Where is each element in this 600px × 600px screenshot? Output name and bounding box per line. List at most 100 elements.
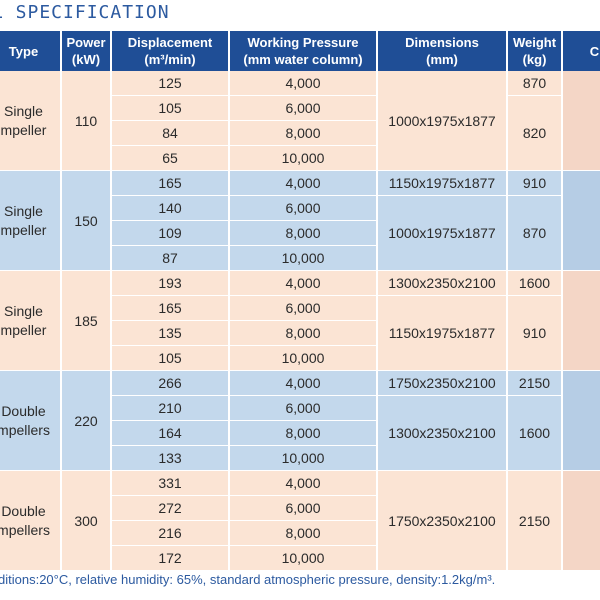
table-row: 105 10,000 — [0, 345, 600, 371]
extra-cell — [562, 270, 600, 371]
displacement-cell: 272 — [111, 495, 230, 521]
page-title: L SPECIFICATION — [0, 2, 170, 23]
displacement-cell: 172 — [111, 545, 230, 571]
table-row: 135 8,000 — [0, 320, 600, 346]
displacement-cell: 193 — [111, 270, 230, 296]
type-cell: Double mpellers — [0, 370, 62, 471]
displacement-cell: 105 — [111, 95, 230, 121]
type-cell: Single mpeller — [0, 270, 62, 371]
weight-cell: 820 — [507, 95, 563, 171]
table-row: 65 10,000 — [0, 145, 600, 171]
pressure-cell: 6,000 — [229, 95, 378, 121]
table-row: 109 8,000 — [0, 220, 600, 246]
table-row: 216 8,000 — [0, 520, 600, 546]
pressure-cell: 10,000 — [229, 345, 378, 371]
table-row: Single mpeller 185 193 4,000 1300x2350x21… — [0, 270, 600, 371]
pressure-cell: 10,000 — [229, 145, 378, 171]
pressure-cell: 10,000 — [229, 545, 378, 571]
displacement-cell: 165 — [111, 170, 230, 196]
weight-cell: 2150 — [507, 470, 563, 571]
table-row: 272 6,000 — [0, 495, 600, 521]
table-row: 164 8,000 — [0, 420, 600, 446]
displacement-cell: 165 — [111, 295, 230, 321]
table-row: 87 10,000 — [0, 245, 600, 271]
displacement-cell: 133 — [111, 445, 230, 471]
displacement-cell: 65 — [111, 145, 230, 171]
weight-cell: 1600 — [507, 395, 563, 471]
header-power: Power (kW) — [61, 31, 112, 71]
specification-table: Type Power (kW) Displacement (m³/min) Work… — [0, 31, 600, 571]
displacement-cell: 125 — [111, 71, 230, 96]
pressure-cell: 6,000 — [229, 295, 378, 321]
dimensions-cell: 1000x1975x1877 — [377, 195, 508, 271]
header-dimensions: Dimensions (mm) — [377, 31, 508, 71]
pressure-cell: 8,000 — [229, 220, 378, 246]
weight-cell: 870 — [507, 195, 563, 271]
table-row: 133 10,000 — [0, 445, 600, 471]
extra-cell — [562, 71, 600, 171]
pressure-cell: 6,000 — [229, 495, 378, 521]
power-cell: 150 — [61, 170, 112, 271]
dimensions-cell: 1750x2350x2100 — [377, 470, 508, 571]
pressure-cell: 10,000 — [229, 445, 378, 471]
pressure-cell: 4,000 — [229, 370, 378, 396]
pressure-cell: 4,000 — [229, 470, 378, 496]
displacement-cell: 87 — [111, 245, 230, 271]
pressure-cell: 6,000 — [229, 395, 378, 421]
dimensions-cell: 1300x2350x2100 — [377, 395, 508, 471]
weight-cell: 870 — [507, 71, 563, 96]
weight-cell: 910 — [507, 295, 563, 371]
displacement-cell: 105 — [111, 345, 230, 371]
extra-cell — [562, 470, 600, 571]
power-cell: 220 — [61, 370, 112, 471]
dimensions-cell: 1150x1975x1877 — [377, 295, 508, 371]
header-extra: C — [562, 31, 600, 71]
displacement-cell: 84 — [111, 120, 230, 146]
header-row: Type Power (kW) Displacement (m³/min) Work… — [0, 31, 600, 71]
table-row: Double mpellers 220 266 4,000 1750x2350x2… — [0, 370, 600, 471]
pressure-cell: 4,000 — [229, 270, 378, 296]
type-cell: Double mpellers — [0, 470, 62, 571]
footnote: ditions:20°C, relative humidity: 65%, st… — [0, 572, 496, 587]
displacement-cell: 210 — [111, 395, 230, 421]
pressure-cell: 10,000 — [229, 245, 378, 271]
type-cell: Single mpeller — [0, 71, 62, 171]
table-row: Single mpeller 110 125 4,000 1000x1975x18… — [0, 71, 600, 171]
power-cell: 110 — [61, 71, 112, 171]
weight-cell: 1600 — [507, 270, 563, 296]
pressure-cell: 4,000 — [229, 71, 378, 96]
header-displacement: Displacement (m³/min) — [111, 31, 230, 71]
pressure-cell: 8,000 — [229, 320, 378, 346]
displacement-cell: 135 — [111, 320, 230, 346]
weight-cell: 2150 — [507, 370, 563, 396]
power-cell: 185 — [61, 270, 112, 371]
weight-cell: 910 — [507, 170, 563, 196]
pressure-cell: 6,000 — [229, 195, 378, 221]
table-row: 140 6,000 1000x1975x1877 870 — [0, 195, 600, 271]
table-row: 105 6,000 820 — [0, 95, 600, 171]
table-row: 165 6,000 1150x1975x1877 910 — [0, 295, 600, 371]
displacement-cell: 140 — [111, 195, 230, 221]
displacement-cell: 331 — [111, 470, 230, 496]
table-row: 172 10,000 — [0, 545, 600, 571]
table-row: Double mpellers 300 331 4,000 1750x2350x2… — [0, 470, 600, 571]
power-cell: 300 — [61, 470, 112, 571]
header-weight: Weight (kg) — [507, 31, 563, 71]
displacement-cell: 109 — [111, 220, 230, 246]
pressure-cell: 8,000 — [229, 120, 378, 146]
extra-cell — [562, 370, 600, 471]
header-working-pressure: Working Pressure (mm water column) — [229, 31, 378, 71]
header-type: Type — [0, 31, 62, 71]
type-cell: Single mpeller — [0, 170, 62, 271]
displacement-cell: 266 — [111, 370, 230, 396]
displacement-cell: 216 — [111, 520, 230, 546]
pressure-cell: 4,000 — [229, 170, 378, 196]
dimensions-cell: 1300x2350x2100 — [377, 270, 508, 296]
pressure-cell: 8,000 — [229, 520, 378, 546]
table-row: 84 8,000 — [0, 120, 600, 146]
displacement-cell: 164 — [111, 420, 230, 446]
dimensions-cell: 1000x1975x1877 — [377, 71, 508, 171]
table-row: Single mpeller 150 165 4,000 1150x1975x18… — [0, 170, 600, 271]
pressure-cell: 8,000 — [229, 420, 378, 446]
table-row: 210 6,000 1300x2350x2100 1600 — [0, 395, 600, 471]
